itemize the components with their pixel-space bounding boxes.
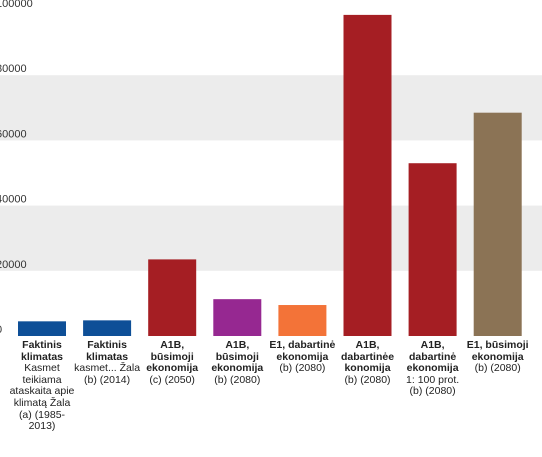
- category-label: A1B, dabartinė ekonomija 1: 100 prot. (b)…: [400, 339, 466, 398]
- category-label-line2: (b) (2080): [214, 373, 261, 386]
- bar: [148, 259, 197, 336]
- category-label: A1B, būsimoji ekonomija (b) (2080): [204, 339, 270, 386]
- bar: [278, 305, 327, 336]
- category-label-line2: (b) (2080): [474, 362, 521, 375]
- category-label: A1B, dabartinėe konomija (b) (2080): [335, 339, 401, 386]
- category-label-line2: kasmet... Žala (b) (2014): [74, 362, 141, 386]
- category-label-line1: A1B, dabartinė ekonomija: [406, 339, 459, 375]
- category-label-line2: Kasmet teikiama ataskaita apie klimatą Ž…: [9, 362, 75, 433]
- category-label: A1B, būsimoji ekonomija (c) (2050): [139, 339, 205, 386]
- category-label: Faktinis klimatas Kasmet teikiama ataskai…: [9, 339, 75, 433]
- bar: [83, 320, 132, 336]
- bar: [473, 112, 522, 336]
- category-label-line1: Faktinis klimatas: [86, 339, 129, 363]
- grid-bands: [0, 75, 542, 271]
- y-tick-label: 100000: [0, 0, 33, 10]
- category-label-line1: A1B, dabartinėe konomija: [340, 339, 395, 375]
- y-tick-label: 20000: [0, 259, 27, 271]
- y-tick-label: 40000: [0, 194, 27, 206]
- y-tick-label: 80000: [0, 63, 27, 75]
- bars: [18, 14, 522, 336]
- category-label-line1: Faktinis klimatas: [20, 339, 64, 363]
- y-axis-ticks: 0 20000 40000 60000 80000 100000: [0, 0, 33, 336]
- category-label: E1, būsimoji ekonomija (b) (2080): [465, 339, 531, 375]
- grid-band: [0, 75, 542, 141]
- bar: [408, 163, 457, 336]
- y-tick-label: 0: [0, 324, 2, 336]
- category-label: E1, dabartinė ekonomija (b) (2080): [269, 339, 336, 375]
- category-label-line1: E1, dabartinė ekonomija: [269, 339, 336, 363]
- category-label-line2: 1: 100 prot. (b) (2080): [406, 373, 460, 398]
- bar: [343, 14, 392, 336]
- category-label-line2: (b) (2080): [279, 362, 326, 375]
- category-label-line1: A1B, būsimoji ekonomija: [146, 339, 199, 375]
- category-label-line2: (b) (2080): [344, 373, 391, 386]
- category-label-line2: (c) (2050): [149, 373, 195, 386]
- category-label: Faktinis klimatas kasmet... Žala (b) (201…: [74, 339, 141, 386]
- grid-band: [0, 205, 542, 271]
- category-label-line1: E1, būsimoji ekonomija: [466, 339, 529, 363]
- y-tick-label: 60000: [0, 128, 27, 140]
- category-label-line1: A1B, būsimoji ekonomija: [211, 339, 264, 375]
- bar: [213, 299, 262, 336]
- bar: [18, 321, 66, 336]
